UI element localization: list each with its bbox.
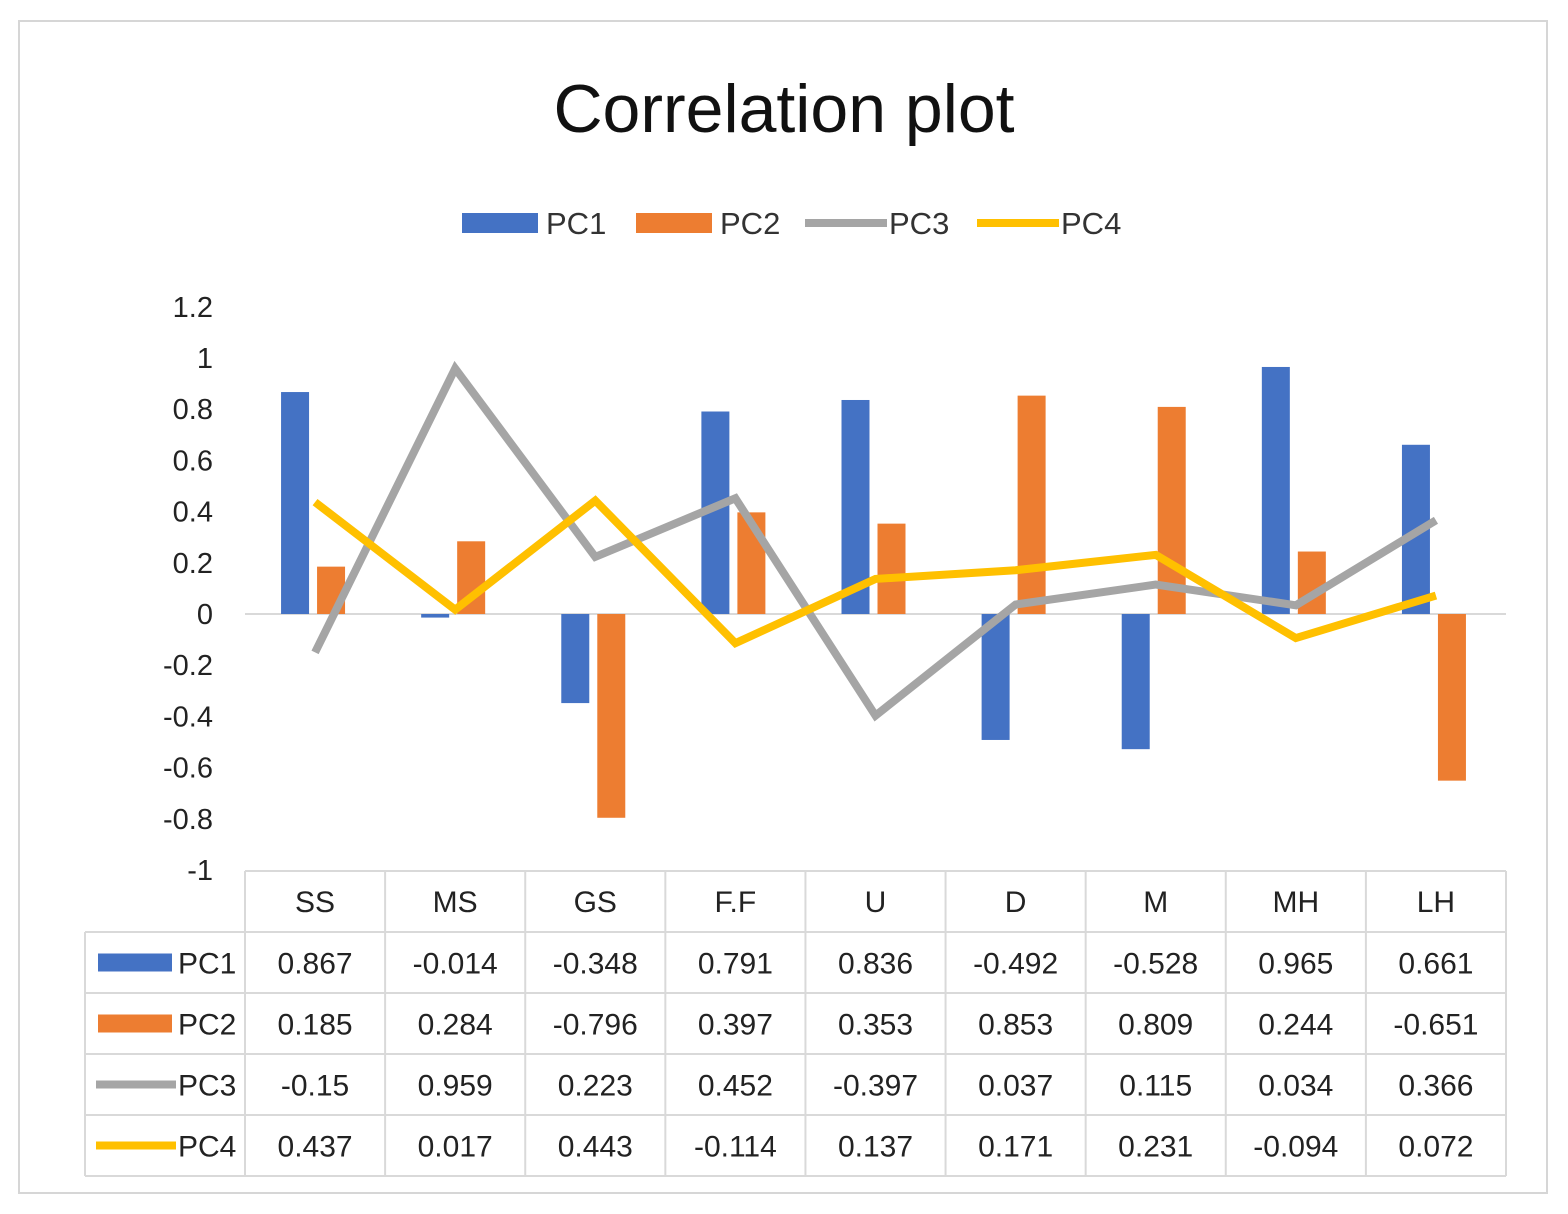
data-label: 0.171 (978, 1131, 1053, 1164)
legend-label-pc1: PC1 (546, 206, 606, 241)
data-label: -0.528 (1113, 948, 1198, 981)
data-label: 0.809 (1118, 1009, 1193, 1042)
data-label: 0.072 (1398, 1131, 1473, 1164)
data-label: 0.397 (698, 1009, 773, 1042)
data-label: -0.014 (413, 948, 498, 981)
y-tick-label: 0.6 (173, 445, 213, 477)
data-label: 0.034 (1258, 1070, 1333, 1103)
data-label: 0.017 (418, 1131, 493, 1164)
x-category-label: F.F (715, 886, 757, 919)
x-category-label: U (865, 886, 887, 919)
data-label: -0.094 (1253, 1131, 1338, 1164)
data-label: 0.437 (278, 1131, 353, 1164)
x-category-label: M (1143, 886, 1168, 919)
legend-label-pc3: PC3 (889, 206, 949, 241)
legend-swatch-pc2 (636, 213, 712, 233)
table-key-pc2 (98, 1014, 172, 1033)
x-category-label: GS (574, 886, 617, 919)
data-label: 0.853 (978, 1009, 1053, 1042)
data-label: 0.443 (558, 1131, 633, 1164)
x-category-label: D (1005, 886, 1027, 919)
data-label: 0.366 (1398, 1070, 1473, 1103)
legend: PC1 PC2 PC3 PC4 (462, 206, 1121, 241)
data-label: -0.114 (694, 1131, 777, 1164)
data-label: -0.348 (553, 948, 638, 981)
y-tick-label: -1 (187, 855, 213, 887)
chart-title: Correlation plot (553, 71, 1014, 147)
y-axis: 1.2 1 0.8 0.6 0.4 0.2 0 -0.2 -0.4 -0.6 -0.8 -1 (163, 292, 1506, 887)
data-label: 0.353 (838, 1009, 913, 1042)
y-tick-label: 1 (197, 343, 213, 375)
data-label: 0.867 (278, 948, 353, 981)
data-label: -0.651 (1393, 1009, 1478, 1042)
data-label: 0.231 (1118, 1131, 1193, 1164)
y-tick-label: 0.2 (173, 548, 213, 580)
data-label: -0.397 (833, 1070, 918, 1103)
pc1-bar-ss (281, 392, 310, 614)
line-series (311, 360, 1439, 722)
y-tick-label: -0.4 (163, 701, 213, 733)
y-tick-label: -0.8 (163, 804, 213, 836)
pc2-bar-m (1157, 406, 1186, 614)
data-label: 0.836 (838, 948, 913, 981)
data-label: 0.959 (418, 1070, 493, 1103)
table-series-label: PC1 (178, 948, 236, 981)
data-label: 0.185 (278, 1009, 353, 1042)
data-label: 0.137 (838, 1131, 913, 1164)
data-label: 0.223 (558, 1070, 633, 1103)
data-label: -0.15 (281, 1070, 349, 1103)
pc4-line (312, 495, 1438, 648)
pc1-bar-gs (561, 614, 590, 704)
data-label: 0.284 (418, 1009, 493, 1042)
data-label: 0.452 (698, 1070, 773, 1103)
bar-series (281, 366, 1466, 818)
table-key-pc1 (98, 953, 172, 972)
table-series-label: PC4 (178, 1131, 236, 1164)
legend-label-pc2: PC2 (720, 206, 780, 241)
y-tick-label: -0.6 (163, 753, 213, 785)
x-category-label: MH (1273, 886, 1320, 919)
pc1-bar-m (1121, 614, 1150, 750)
pc2-bar-lh (1437, 614, 1466, 781)
data-label: 0.791 (698, 948, 773, 981)
data-label: 0.037 (978, 1070, 1053, 1103)
data-table: SS MS GS F.F U D M MH LH PC1 0.867 -0.014 -0.348 0.79… (96, 886, 1478, 1164)
legend-swatch-pc1 (462, 213, 538, 233)
pc1-bar-mh (1261, 366, 1290, 614)
data-label: 0.115 (1119, 1070, 1192, 1103)
pc2-bar-gs (597, 614, 626, 818)
table-series-label: PC3 (178, 1070, 236, 1103)
y-tick-label: 0.4 (173, 497, 213, 529)
data-label: -0.492 (973, 948, 1058, 981)
pc2-bar-u (877, 523, 906, 614)
data-label: 0.661 (1398, 948, 1473, 981)
x-category-label: LH (1417, 886, 1455, 919)
data-label: 0.244 (1258, 1009, 1333, 1042)
y-tick-label: 0 (197, 599, 213, 631)
table-grid (84, 870, 1507, 1177)
x-category-label: MS (433, 886, 478, 919)
pc1-bar-ms (421, 614, 450, 618)
data-label: -0.796 (553, 1009, 638, 1042)
pc1-bar-d (981, 614, 1010, 740)
x-category-label: SS (295, 886, 335, 919)
data-label: 0.965 (1258, 948, 1333, 981)
pc1-bar-u (841, 399, 870, 614)
pc2-bar-d (1017, 395, 1046, 614)
table-series-label: PC2 (178, 1009, 236, 1042)
pc3-line (311, 360, 1439, 722)
y-tick-label: 0.8 (173, 394, 213, 426)
legend-label-pc4: PC4 (1061, 206, 1121, 241)
y-tick-label: -0.2 (163, 650, 213, 682)
y-tick-label: 1.2 (173, 292, 213, 324)
